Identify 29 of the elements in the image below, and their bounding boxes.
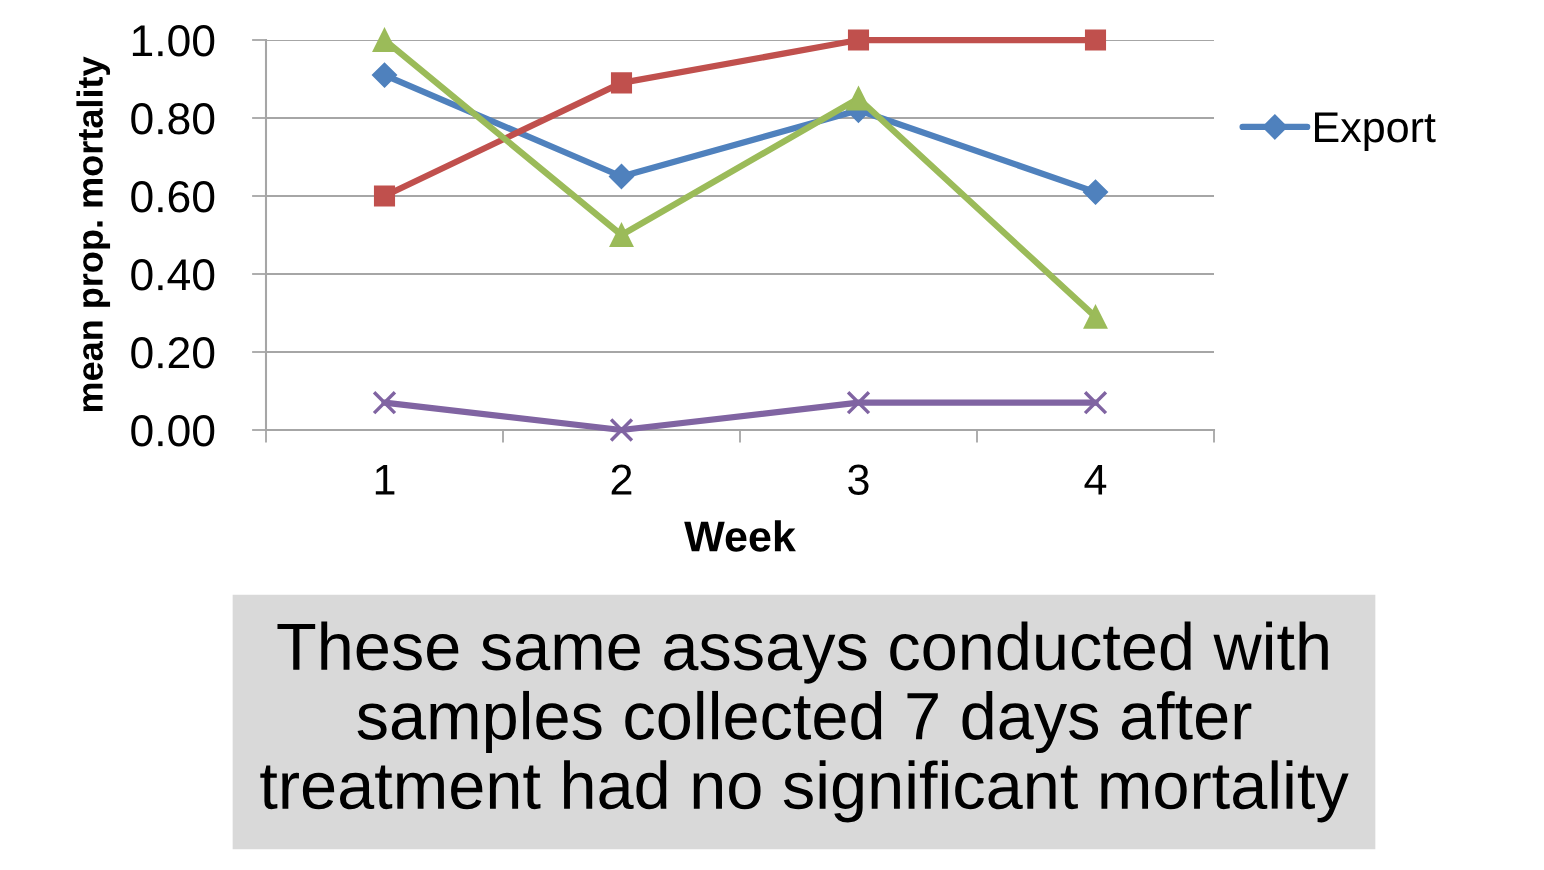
legend-label: Export — [1315, 112, 1436, 151]
x-tick-label: 2 — [611, 464, 632, 495]
point — [846, 390, 871, 415]
y-tick-label: 0.20 — [131, 337, 215, 369]
point — [847, 29, 870, 51]
point — [372, 28, 397, 52]
point — [609, 417, 634, 443]
point — [1082, 179, 1109, 205]
point — [609, 223, 634, 247]
point — [1084, 29, 1107, 51]
y-tick-label: 0.40 — [131, 259, 215, 291]
y-axis-title: mean prop. mortality — [76, 56, 111, 412]
point — [846, 86, 871, 111]
x-tick-label: 1 — [375, 464, 395, 495]
y-tick-label: 0.00 — [131, 415, 215, 447]
point — [610, 72, 633, 94]
point — [373, 185, 396, 207]
point — [372, 390, 397, 415]
y-tick-label: 0.60 — [131, 181, 215, 213]
x-axis-title: Week — [684, 520, 796, 552]
point — [1083, 304, 1108, 329]
text: These same assays conducted with samples collected 7 days after treatment had no significant mortality — [260, 621, 1349, 823]
point — [1083, 390, 1108, 415]
point — [608, 163, 635, 190]
y-tick-label: 1.00 — [132, 25, 215, 57]
point — [371, 62, 398, 88]
y-tick-label: 0.80 — [131, 103, 215, 135]
x-tick-label: 3 — [848, 464, 869, 495]
x-tick-label: 4 — [1084, 464, 1107, 495]
